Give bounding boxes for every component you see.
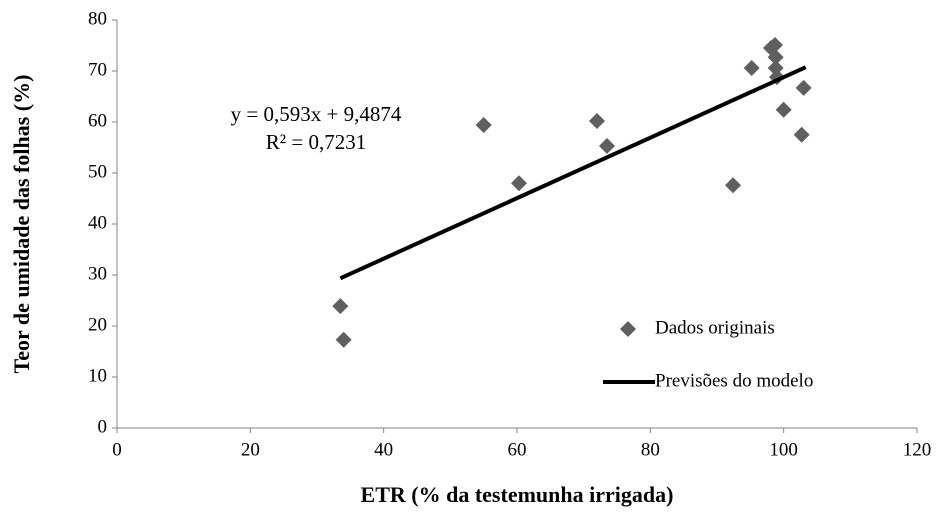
x-tick-label: 80 bbox=[641, 439, 660, 460]
data-point bbox=[775, 101, 792, 118]
y-tick-label: 20 bbox=[88, 314, 107, 335]
y-tick-label: 0 bbox=[98, 416, 108, 437]
y-axis-title: Teor de umidade das folhas (%) bbox=[9, 75, 34, 374]
x-tick-label: 100 bbox=[769, 439, 798, 460]
data-point bbox=[767, 36, 783, 53]
x-axis-title: ETR (% da testemunha irrigada) bbox=[361, 482, 674, 507]
x-tick-label: 20 bbox=[241, 439, 260, 460]
data-point bbox=[725, 177, 741, 194]
data-point bbox=[767, 49, 784, 66]
y-tick-label: 80 bbox=[88, 8, 107, 29]
x-tick-label: 60 bbox=[508, 439, 527, 460]
data-point bbox=[475, 117, 492, 134]
legend-marker bbox=[620, 321, 636, 337]
trend-line bbox=[339, 65, 807, 281]
y-tick-label: 30 bbox=[88, 263, 107, 284]
x-tick-label: 0 bbox=[112, 439, 122, 460]
data-point bbox=[335, 331, 352, 348]
x-tick-label: 40 bbox=[374, 439, 393, 460]
data-point bbox=[332, 298, 349, 315]
data-point bbox=[589, 112, 605, 129]
data-point bbox=[599, 137, 615, 154]
legend-label: Dados originais bbox=[655, 317, 775, 338]
y-tick-label: 60 bbox=[88, 110, 107, 131]
y-tick-label: 50 bbox=[88, 161, 107, 182]
y-tick-label: 70 bbox=[88, 59, 107, 80]
r-squared: R² = 0,7231 bbox=[266, 130, 366, 154]
data-point bbox=[793, 126, 810, 143]
y-tick-label: 10 bbox=[88, 365, 107, 386]
data-point bbox=[795, 79, 812, 96]
x-tick-label: 120 bbox=[903, 439, 932, 460]
equation: y = 0,593x + 9,4874 bbox=[231, 102, 402, 126]
y-tick-label: 40 bbox=[88, 212, 107, 233]
data-point bbox=[511, 175, 527, 192]
data-point bbox=[743, 59, 760, 76]
legend-label: Previsões do modelo bbox=[655, 370, 813, 391]
